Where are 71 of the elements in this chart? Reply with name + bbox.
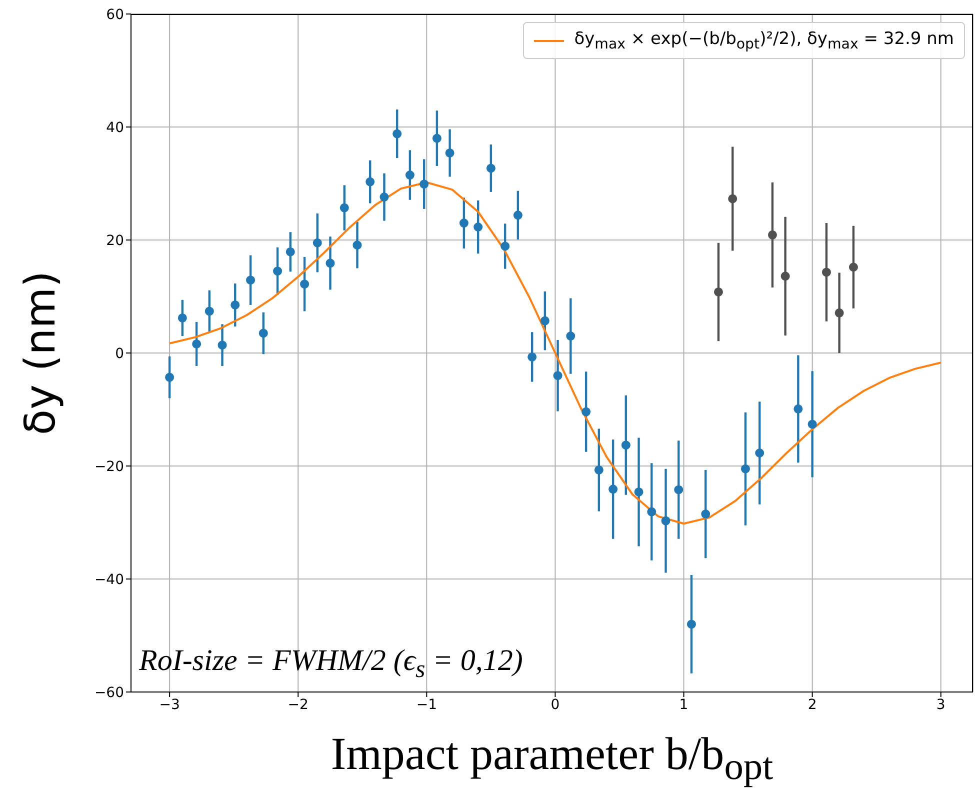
point [553, 371, 562, 380]
point [794, 404, 803, 414]
point [178, 313, 187, 322]
x-tick-label: −3 [159, 696, 180, 713]
point [513, 210, 522, 220]
point [366, 177, 375, 186]
x-tick-label: 1 [679, 696, 688, 713]
point [714, 287, 723, 296]
point [340, 203, 349, 212]
point [582, 407, 591, 416]
y-tick-label: −60 [94, 684, 124, 701]
point [540, 316, 550, 326]
x-tick-label: 2 [808, 696, 817, 713]
point [808, 420, 817, 429]
point [420, 180, 429, 189]
point [528, 352, 537, 362]
x-tick-label: −2 [288, 696, 308, 713]
point [834, 308, 844, 318]
point [432, 134, 442, 143]
point [192, 339, 202, 348]
x-tick-label: −1 [416, 696, 437, 713]
point [165, 372, 174, 382]
point [405, 170, 414, 180]
point [780, 272, 790, 281]
y-tick-label: 0 [115, 346, 124, 362]
point [728, 194, 738, 204]
y-tick-label: 60 [106, 6, 124, 23]
point [755, 448, 764, 458]
point [474, 222, 483, 232]
y-tick-label: −20 [94, 458, 124, 475]
y-tick-label: 20 [106, 232, 124, 249]
point [352, 240, 362, 250]
point [273, 266, 282, 276]
point [848, 262, 858, 272]
point [258, 328, 268, 338]
point [686, 620, 696, 629]
point [230, 300, 240, 310]
y-tick-label: −40 [94, 572, 124, 588]
point [500, 242, 510, 251]
x-axis-title: Impact parameter b/b$_{opt}$ [330, 727, 774, 790]
y-tick-label: 40 [106, 120, 124, 136]
point [326, 258, 335, 268]
point [392, 129, 402, 138]
point [674, 485, 684, 494]
point [300, 280, 310, 289]
point [380, 192, 389, 202]
point [486, 164, 496, 173]
point [768, 230, 777, 240]
point [608, 484, 618, 494]
point [621, 440, 630, 450]
line-series [168, 181, 942, 525]
legend-label: δy$_{max}$ × exp(−(b/b$_{opt}$)²/2), δy$_{max}$ = 32.9 nm [574, 29, 954, 52]
point [661, 516, 670, 526]
point [594, 465, 604, 474]
point [286, 247, 295, 256]
point [312, 238, 322, 248]
point [822, 268, 831, 277]
point [566, 332, 576, 341]
point [218, 340, 227, 350]
annotation: RoI-size = FWHM/2 (ϵ$_{s}$ = 0,12) [139, 644, 523, 684]
point [647, 507, 656, 516]
y-axis-title: δy (nm) [16, 270, 64, 436]
point [740, 464, 750, 474]
point [459, 218, 468, 228]
point [634, 487, 644, 496]
point [204, 306, 214, 316]
point [445, 148, 454, 158]
point [246, 276, 256, 285]
x-tick-label: 0 [550, 696, 560, 713]
point [701, 510, 710, 519]
x-tick-label: 3 [936, 696, 946, 713]
